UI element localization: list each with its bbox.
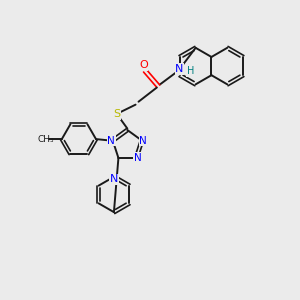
- Text: N: N: [140, 136, 147, 146]
- Text: O: O: [139, 61, 148, 70]
- Text: S: S: [113, 110, 121, 119]
- Text: CH₃: CH₃: [38, 135, 54, 144]
- Text: N: N: [107, 136, 115, 146]
- Text: H: H: [187, 66, 194, 76]
- Text: N: N: [110, 174, 118, 184]
- Text: N: N: [175, 64, 184, 74]
- Text: N: N: [134, 153, 142, 163]
